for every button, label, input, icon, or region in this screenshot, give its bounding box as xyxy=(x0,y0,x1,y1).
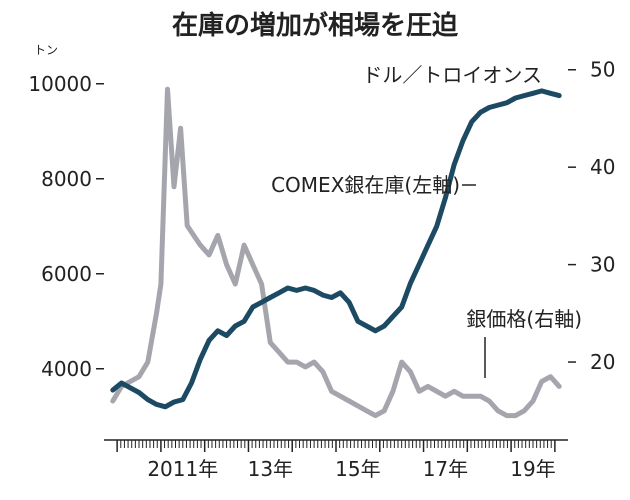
left-tick-label: 4000 xyxy=(41,357,92,381)
right-tick-label: 20 xyxy=(590,350,615,374)
left-tick-label: 8000 xyxy=(41,167,92,191)
price-series-label: 銀価格(右軸) xyxy=(466,307,582,331)
right-tick-label: 40 xyxy=(590,155,615,179)
right-axis-unit: ドル／トロイオンス xyxy=(362,63,542,87)
x-axis: 2011年 13年 15年 17年 19年 xyxy=(104,439,568,481)
stock-series-line xyxy=(110,88,562,410)
x-tick-label: 19年 xyxy=(510,457,555,481)
x-tick-label: 13年 xyxy=(248,457,293,481)
left-tick-label: 6000 xyxy=(41,262,92,286)
left-axis-unit: トン xyxy=(34,43,58,57)
left-tick-label: 10000 xyxy=(28,72,92,96)
right-tick-label: 30 xyxy=(590,253,615,277)
right-tick-label: 50 xyxy=(590,58,615,82)
x-tick-label: 17年 xyxy=(423,457,468,481)
series-lines xyxy=(110,86,562,419)
x-tick-label: 15年 xyxy=(335,457,380,481)
right-axis-ticks: 20 30 40 50 xyxy=(568,58,615,374)
x-tick-label: 2011年 xyxy=(147,457,218,481)
chart-title: 在庫の増加が相場を圧迫 xyxy=(172,10,459,41)
stock-series-label: COMEX銀在庫(左軸) xyxy=(271,173,460,197)
left-axis-ticks: 4000 6000 8000 10000 xyxy=(28,72,104,381)
price-series-line xyxy=(110,86,562,419)
